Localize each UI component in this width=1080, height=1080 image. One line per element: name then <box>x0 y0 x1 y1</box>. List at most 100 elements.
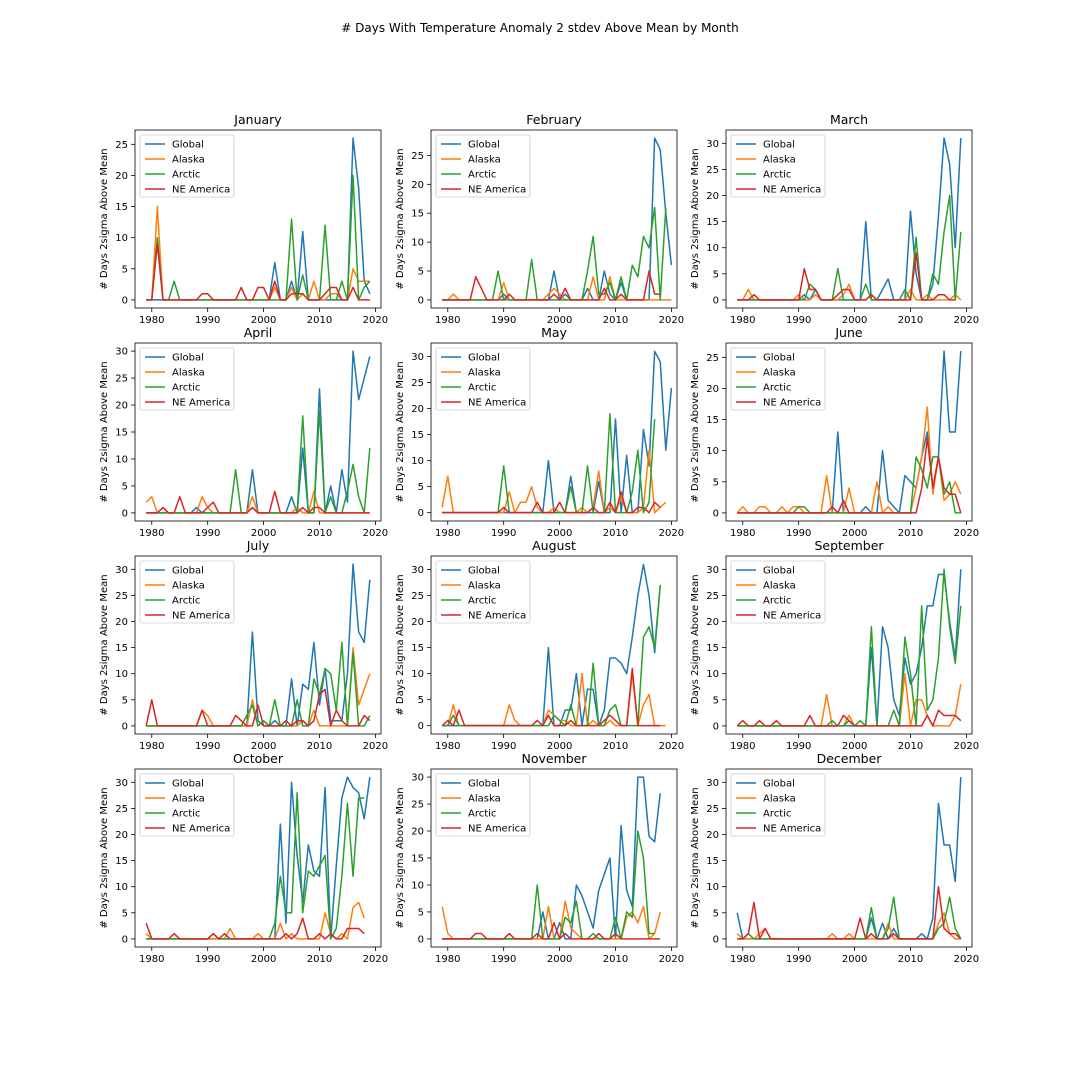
y-axis-label-april: # Days 2sigma Above Mean <box>99 361 110 502</box>
x-tick-label-october: 1990 <box>195 954 220 965</box>
legend-label-global-august: Global <box>468 566 500 577</box>
legend-november: Global Alaska Arctic NE America <box>435 773 531 837</box>
x-tick-label-september: 2020 <box>954 741 979 752</box>
x-tick-label-august: 2010 <box>603 741 628 752</box>
legend-label-ne-america-june: NE America <box>763 398 821 409</box>
y-axis-label-february: # Days 2sigma Above Mean <box>395 148 406 289</box>
y-tick-label-may: 30 <box>411 352 424 363</box>
legend-september: Global Alaska Arctic NE America <box>730 560 826 624</box>
legend-label-alaska-march: Alaska <box>763 155 796 166</box>
legend-label-ne-america-april: NE America <box>172 398 230 409</box>
legend-label-arctic-november: Arctic <box>468 809 496 820</box>
y-axis-label-january: # Days 2sigma Above Mean <box>99 148 110 289</box>
panel-september: September # Days 2sigma Above Mean 1980 199… <box>690 538 979 752</box>
x-tick-label-december: 2020 <box>954 954 979 965</box>
series-line-arctic-february <box>442 206 667 301</box>
legend-box-may <box>435 347 531 411</box>
y-tick-label-december: 0 <box>713 934 719 945</box>
y-tick-label-april: 15 <box>115 428 128 439</box>
x-tick-label-november: 2010 <box>603 954 628 965</box>
y-tick-label-october: 5 <box>122 908 128 919</box>
x-tick-label-may: 1980 <box>435 528 460 539</box>
y-tick-label-february: 10 <box>411 238 424 249</box>
series-line-arctic-june <box>737 456 961 514</box>
series-line-ne-america-january <box>146 243 370 301</box>
series-lines-march <box>737 137 962 301</box>
series-lines-april <box>145 350 371 514</box>
axes-frame-february <box>430 129 678 309</box>
legend-august: Global Alaska Arctic NE America <box>435 560 531 624</box>
legend-label-arctic-june: Arctic <box>763 383 791 394</box>
series-line-ne-america-october <box>145 917 365 940</box>
x-tick-label-december: 1990 <box>786 954 811 965</box>
x-tick-label-june: 1980 <box>730 528 755 539</box>
panel-december: December # Days 2sigma Above Mean 1980 1990… <box>690 751 979 965</box>
axes-frame-may <box>430 342 678 522</box>
y-tick-label-june: 20 <box>706 384 719 395</box>
x-tick-label-june: 2000 <box>842 528 867 539</box>
x-tick-label-march: 1990 <box>786 315 811 326</box>
series-line-ne-america-february <box>442 270 661 301</box>
x-tick-label-november: 1990 <box>491 954 516 965</box>
legend-box-august <box>435 560 531 624</box>
legend-label-global-september: Global <box>763 566 795 577</box>
y-tick-label-march: 0 <box>713 295 719 306</box>
series-lines-july <box>145 563 371 727</box>
panel-title-october: October <box>233 751 284 766</box>
y-tick-label-january: 15 <box>115 202 128 213</box>
legend-box-february <box>435 134 531 198</box>
y-tick-label-january: 20 <box>115 171 128 182</box>
legend-label-global-december: Global <box>763 779 795 790</box>
x-tick-label-january: 2020 <box>363 315 388 326</box>
legend-label-arctic-may: Arctic <box>468 383 496 394</box>
y-tick-label-march: 15 <box>706 217 719 228</box>
y-tick-label-january: 25 <box>115 140 128 151</box>
panel-june: June # Days 2sigma Above Mean 1980 1990 2000… <box>690 325 979 539</box>
series-lines-may <box>441 350 673 514</box>
legend-label-global-november: Global <box>468 779 500 790</box>
y-axis-label-may: # Days 2sigma Above Mean <box>395 361 406 502</box>
axes-frame-october <box>134 768 382 948</box>
panel-title-may: May <box>541 325 567 340</box>
series-line-ne-america-august <box>441 667 661 727</box>
legend-label-global-may: Global <box>468 353 500 364</box>
series-line-ne-america-september <box>736 709 962 727</box>
y-tick-label-july: 30 <box>115 565 128 576</box>
series-line-alaska-june <box>736 406 962 514</box>
y-tick-label-december: 30 <box>706 778 719 789</box>
panel-title-june: June <box>834 325 863 340</box>
x-tick-label-april: 1990 <box>195 528 220 539</box>
legend-label-arctic-october: Arctic <box>172 809 200 820</box>
y-axis-label-october: # Days 2sigma Above Mean <box>99 787 110 928</box>
legend-box-december <box>730 773 826 837</box>
y-tick-label-october: 25 <box>115 804 128 815</box>
x-tick-label-january: 2000 <box>251 315 276 326</box>
x-tick-label-september: 1990 <box>786 741 811 752</box>
legend-label-arctic-april: Arctic <box>172 383 200 394</box>
x-tick-label-march: 2000 <box>842 315 867 326</box>
legend-march: Global Alaska Arctic NE America <box>730 134 826 198</box>
y-tick-label-september: 25 <box>706 591 719 602</box>
legend-label-alaska-august: Alaska <box>468 581 501 592</box>
legend-box-september <box>730 560 826 624</box>
legend-box-april <box>139 347 235 411</box>
y-tick-label-october: 15 <box>115 856 128 867</box>
y-tick-label-april: 20 <box>115 401 128 412</box>
y-tick-label-october: 30 <box>115 778 128 789</box>
y-tick-label-may: 5 <box>418 482 424 493</box>
legend-label-ne-america-august: NE America <box>468 611 526 622</box>
x-tick-label-march: 2010 <box>898 315 923 326</box>
y-tick-label-september: 15 <box>706 643 719 654</box>
y-tick-label-november: 10 <box>411 880 424 891</box>
y-tick-label-march: 30 <box>706 139 719 150</box>
y-tick-label-october: 10 <box>115 882 128 893</box>
axes-frame-june <box>725 342 973 522</box>
x-tick-label-july: 2020 <box>363 741 388 752</box>
y-tick-label-march: 5 <box>713 269 719 280</box>
panel-title-april: April <box>244 325 273 340</box>
legend-label-ne-america-december: NE America <box>763 824 821 835</box>
